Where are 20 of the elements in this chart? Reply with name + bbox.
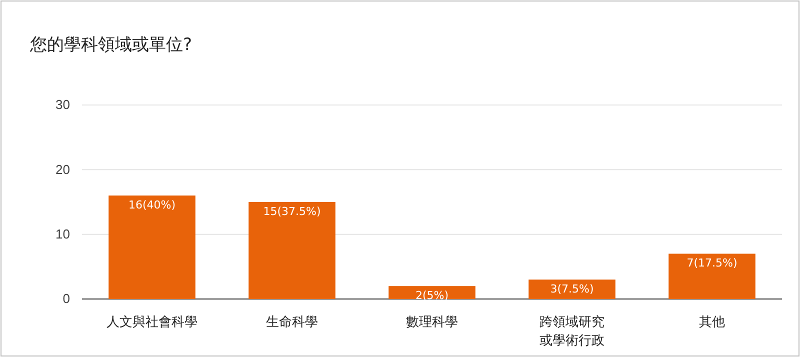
bar: [668, 254, 756, 299]
bar: [248, 202, 336, 299]
y-tick-label: 30: [56, 97, 70, 112]
data-label: 2(5%): [415, 289, 449, 302]
bar: [388, 286, 476, 299]
data-label: 15(37.5%): [263, 205, 321, 218]
x-tick-label: 生命科學: [266, 314, 318, 330]
data-label: 7(17.5%): [686, 256, 738, 270]
y-tick-label: 0: [62, 291, 70, 306]
x-tick-label: 跨領域研究或學術行政: [540, 314, 604, 348]
data-label: 16(40%): [128, 198, 176, 212]
data-label: 3(7.5%): [550, 282, 594, 296]
y-tick-label: 10: [56, 226, 70, 242]
bar: [528, 280, 616, 299]
y-tick-label: 20: [56, 162, 70, 177]
x-tick-label: 人文與社會科學: [106, 314, 198, 330]
chart-title: 您的學科領域或單位?: [29, 35, 192, 55]
bar: [108, 196, 196, 299]
x-tick-label: 其他: [699, 314, 725, 330]
x-tick-label: 數理科學: [406, 314, 458, 330]
